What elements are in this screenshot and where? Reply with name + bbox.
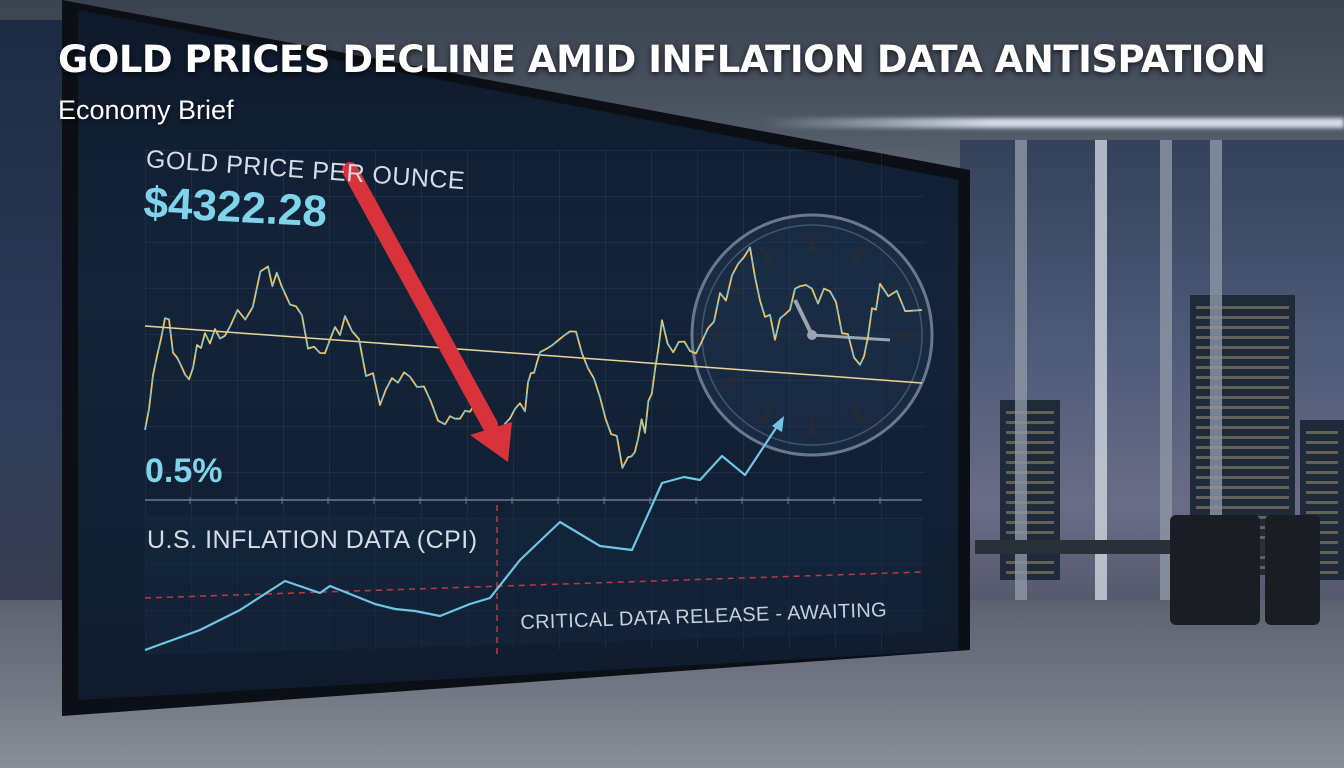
window-mullion <box>1160 140 1172 660</box>
office-chair <box>1265 515 1320 625</box>
building <box>1300 420 1344 580</box>
down-arrow-icon <box>342 162 512 462</box>
left-window <box>0 20 70 660</box>
clock-tick <box>723 373 742 389</box>
clock-tick <box>895 332 913 338</box>
cpi-arrowhead <box>772 416 784 432</box>
clock-tick <box>809 418 815 436</box>
clock-tick <box>723 281 742 297</box>
clock-icon <box>690 213 934 457</box>
clock-tick <box>758 246 774 265</box>
percent-change: 0.5% <box>145 452 223 490</box>
gold-price-value: $4322.28 <box>142 178 329 237</box>
cpi-line <box>144 421 781 652</box>
headline: GOLD PRICES DECLINE AMID INFLATION DATA … <box>58 38 1266 81</box>
clock-tick <box>850 405 866 424</box>
clock-tick <box>850 246 866 265</box>
ceiling-light <box>760 118 1344 128</box>
clock-tick <box>711 332 729 338</box>
cpi-threshold-line <box>144 571 923 599</box>
window-mullion <box>1095 140 1107 660</box>
clock-tick <box>809 234 815 252</box>
office-chair <box>1170 515 1260 625</box>
subheadline: Economy Brief <box>58 95 234 125</box>
gold-price-line <box>144 246 923 469</box>
window-mullion <box>1015 140 1027 660</box>
clock-tick <box>758 405 774 424</box>
cpi-label: U.S. INFLATION DATA (CPI) <box>147 526 478 554</box>
trend-line <box>144 325 923 384</box>
